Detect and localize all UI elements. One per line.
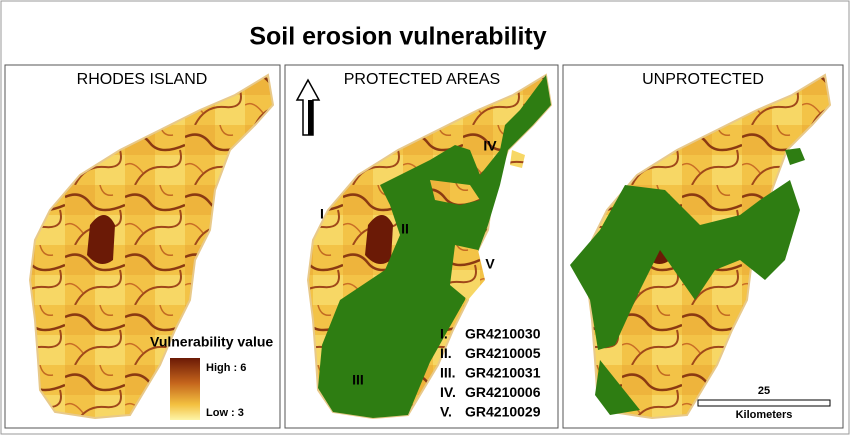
site-label: I [320, 206, 324, 222]
legend-low: Low : 3 [206, 407, 244, 419]
unprotected-area [450, 245, 485, 300]
area-numeral: II. [440, 345, 452, 361]
unprotected-area [595, 360, 640, 415]
area-code: GR4210029 [465, 404, 541, 420]
site-label: II [401, 221, 409, 237]
panel-title: RHODES ISLAND [77, 71, 208, 88]
legend-title: Vulnerability value [150, 334, 273, 350]
scale-bar [697, 399, 831, 407]
site-label: III [352, 372, 364, 388]
legend-ramp [170, 358, 200, 420]
area-numeral: I. [440, 326, 448, 342]
area-code: GR4210031 [465, 365, 541, 381]
area-numeral: IV. [440, 384, 456, 400]
unprotected-area [785, 148, 805, 165]
unprotected-area [570, 180, 800, 350]
area-code: GR4210005 [465, 345, 541, 361]
panel-title: UNPROTECTED [642, 71, 764, 88]
title: Soil erosion vulnerability [249, 23, 546, 51]
site-label: V [485, 256, 495, 272]
legend-high: High : 6 [206, 362, 246, 374]
area-numeral: V. [440, 404, 452, 420]
area-code: GR4210030 [465, 326, 541, 342]
unprotected-area [510, 150, 525, 168]
area-code: GR4210006 [465, 384, 541, 400]
area-numeral: III. [440, 365, 456, 381]
unprotected-area [430, 180, 480, 205]
north-arrow-shaft [308, 100, 313, 135]
panel-title: PROTECTED AREAS [344, 71, 500, 88]
scale-unit: Kilometers [736, 409, 793, 421]
protected-area [318, 75, 551, 418]
site-label: IV [483, 138, 497, 154]
scale-distance: 25 [758, 385, 770, 397]
